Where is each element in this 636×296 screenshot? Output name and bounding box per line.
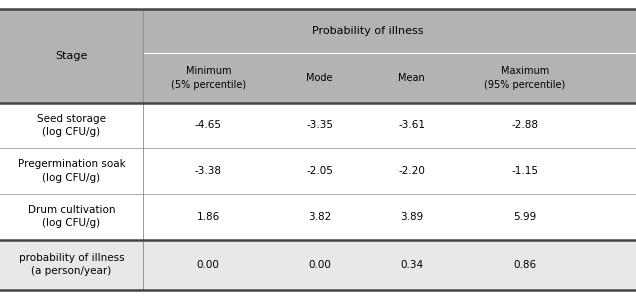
Text: 0.00: 0.00 xyxy=(308,260,331,270)
Text: -4.65: -4.65 xyxy=(195,120,222,131)
Bar xyxy=(0,103,636,148)
Text: Maximum
(95% percentile): Maximum (95% percentile) xyxy=(484,66,565,90)
Bar xyxy=(0,9,636,103)
Text: 0.34: 0.34 xyxy=(400,260,424,270)
Text: 3.82: 3.82 xyxy=(308,212,331,222)
Text: -1.15: -1.15 xyxy=(511,166,538,176)
Text: -3.35: -3.35 xyxy=(306,120,333,131)
Text: 3.89: 3.89 xyxy=(400,212,424,222)
Text: -2.20: -2.20 xyxy=(398,166,425,176)
Text: -3.38: -3.38 xyxy=(195,166,222,176)
Text: Minimum
(5% percentile): Minimum (5% percentile) xyxy=(170,66,246,90)
Text: 0.86: 0.86 xyxy=(513,260,536,270)
Text: 1.86: 1.86 xyxy=(197,212,220,222)
Text: 5.99: 5.99 xyxy=(513,212,536,222)
Text: Mode: Mode xyxy=(307,73,333,83)
Text: -2.05: -2.05 xyxy=(306,166,333,176)
Bar xyxy=(0,148,636,194)
Text: Pregermination soak
(log CFU/g): Pregermination soak (log CFU/g) xyxy=(18,160,125,183)
Text: probability of illness
(a person/year): probability of illness (a person/year) xyxy=(18,253,125,276)
Text: -2.88: -2.88 xyxy=(511,120,538,131)
Text: Probability of illness: Probability of illness xyxy=(312,26,423,36)
Text: Stage: Stage xyxy=(55,51,88,61)
Text: 0.00: 0.00 xyxy=(197,260,219,270)
Text: Drum cultivation
(log CFU/g): Drum cultivation (log CFU/g) xyxy=(28,205,115,228)
Bar xyxy=(0,239,636,290)
Text: Mean: Mean xyxy=(398,73,425,83)
Text: -3.61: -3.61 xyxy=(398,120,425,131)
Text: Seed storage
(log CFU/g): Seed storage (log CFU/g) xyxy=(37,114,106,137)
Bar xyxy=(0,194,636,239)
